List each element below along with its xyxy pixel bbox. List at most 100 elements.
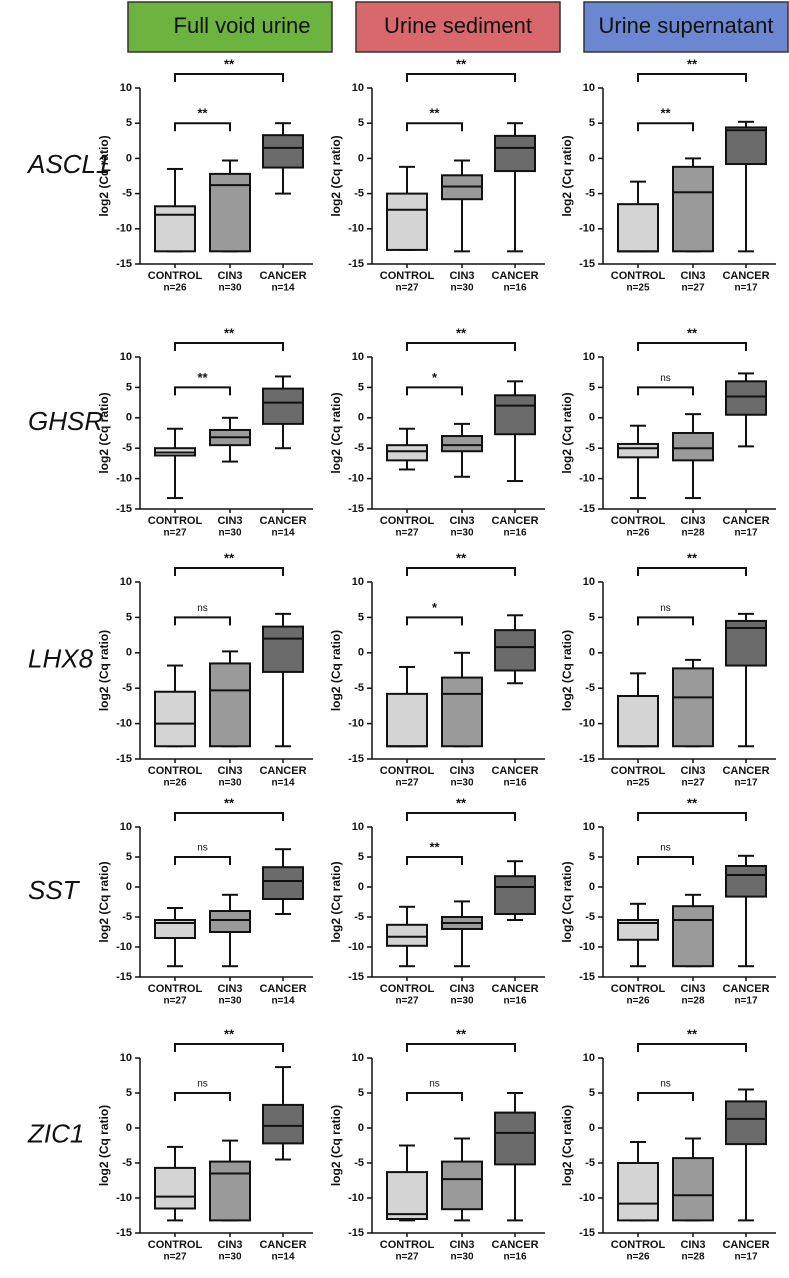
n-label: n=17 xyxy=(734,1252,758,1263)
n-label: n=28 xyxy=(681,528,705,539)
x-tick-label: CONTROL xyxy=(611,270,666,282)
box xyxy=(494,394,536,436)
box xyxy=(262,134,304,169)
sig-label: ns xyxy=(197,843,208,854)
sig-label: ** xyxy=(456,325,467,340)
n-label: n=30 xyxy=(450,1252,474,1263)
y-tick-label: 10 xyxy=(352,576,364,588)
x-tick-label: CANCER xyxy=(259,983,306,995)
y-tick-label: 5 xyxy=(126,117,132,129)
y-tick-label: 0 xyxy=(358,152,364,164)
y-tick-label: -10 xyxy=(348,1192,364,1204)
y-tick-label: -10 xyxy=(579,223,595,235)
sig-label: ** xyxy=(687,550,698,565)
y-tick-label: 5 xyxy=(589,851,595,863)
sig-bracket xyxy=(174,812,284,821)
sig-bracket xyxy=(406,342,516,351)
x-tick-label: CANCER xyxy=(722,515,769,527)
sig-bracket xyxy=(406,1043,516,1052)
x-tick-label: CIN3 xyxy=(680,515,705,527)
x-tick-label: CIN3 xyxy=(449,1239,474,1251)
y-tick-label: -15 xyxy=(348,753,364,765)
sig-bracket xyxy=(406,812,516,821)
y-tick-label: -5 xyxy=(122,188,132,200)
sig-label: ** xyxy=(456,1026,467,1041)
x-tick-label: CONTROL xyxy=(380,270,435,282)
sig-label: ** xyxy=(456,795,467,810)
y-tick-label: -15 xyxy=(579,1227,595,1239)
sig-label: ** xyxy=(197,370,208,385)
y-tick-label: -5 xyxy=(354,911,364,923)
y-tick-label: -15 xyxy=(116,971,132,983)
sig-bracket xyxy=(637,342,747,351)
header-box xyxy=(583,1,789,53)
x-tick-label: CANCER xyxy=(491,983,538,995)
y-tick-label: 0 xyxy=(126,152,132,164)
y-tick-label: 10 xyxy=(352,351,364,363)
x-tick-label: CONTROL xyxy=(611,515,666,527)
sig-label: ** xyxy=(687,1026,698,1041)
x-tick-label: CANCER xyxy=(491,270,538,282)
sig-bracket xyxy=(174,122,231,132)
y-tick-label: 0 xyxy=(358,647,364,659)
y-axis-label: log2 (Cq ratio) xyxy=(329,630,343,711)
box xyxy=(617,694,659,748)
n-label: n=26 xyxy=(163,778,187,789)
box xyxy=(386,692,428,748)
n-label: n=17 xyxy=(734,283,758,294)
y-tick-label: 0 xyxy=(358,412,364,424)
n-label: n=16 xyxy=(503,283,527,294)
y-axis-label: log2 (Cq ratio) xyxy=(329,135,343,216)
sig-label: ** xyxy=(224,56,235,71)
x-tick-label: CANCER xyxy=(722,983,769,995)
y-tick-label: 0 xyxy=(126,1122,132,1134)
y-tick-label: -10 xyxy=(579,473,595,485)
box xyxy=(617,203,659,253)
y-tick-label: 5 xyxy=(358,611,364,623)
y-tick-label: -15 xyxy=(579,258,595,270)
y-tick-label: -15 xyxy=(579,753,595,765)
n-label: n=16 xyxy=(503,528,527,539)
x-tick-label: CIN3 xyxy=(449,515,474,527)
n-label: n=27 xyxy=(163,528,187,539)
sig-bracket xyxy=(174,342,284,351)
n-label: n=27 xyxy=(395,1252,419,1263)
header-box xyxy=(355,1,561,53)
y-tick-label: -5 xyxy=(585,911,595,923)
sig-label: ** xyxy=(224,325,235,340)
y-tick-label: -5 xyxy=(354,682,364,694)
x-tick-label: CIN3 xyxy=(217,983,242,995)
sig-label: ** xyxy=(456,56,467,71)
y-axis-label: log2 (Cq ratio) xyxy=(560,861,574,942)
x-tick-label: CANCER xyxy=(259,765,306,777)
box xyxy=(494,1111,536,1166)
y-tick-label: 5 xyxy=(126,611,132,623)
box xyxy=(672,165,714,253)
y-tick-label: -15 xyxy=(348,503,364,515)
n-label: n=30 xyxy=(450,283,474,294)
y-axis-label: log2 (Cq ratio) xyxy=(560,1105,574,1186)
y-tick-label: -10 xyxy=(348,718,364,730)
y-tick-label: -10 xyxy=(348,223,364,235)
n-label: n=26 xyxy=(626,1252,650,1263)
x-tick-label: CIN3 xyxy=(680,765,705,777)
n-label: n=14 xyxy=(271,283,295,294)
box xyxy=(494,875,536,916)
n-label: n=27 xyxy=(163,1252,187,1263)
sig-label: ** xyxy=(687,56,698,71)
sig-bracket xyxy=(174,856,231,865)
y-axis-label: log2 (Cq ratio) xyxy=(97,392,111,473)
sig-bracket xyxy=(637,812,747,821)
n-label: n=25 xyxy=(626,283,650,294)
sig-label: * xyxy=(432,370,438,385)
box xyxy=(725,1100,767,1146)
x-tick-label: CANCER xyxy=(259,515,306,527)
x-tick-label: CONTROL xyxy=(380,515,435,527)
box xyxy=(386,192,428,251)
sig-bracket xyxy=(406,73,516,82)
y-tick-label: 5 xyxy=(358,851,364,863)
box xyxy=(441,676,483,748)
sig-bracket xyxy=(637,1092,694,1101)
y-tick-label: 5 xyxy=(358,1087,364,1099)
x-tick-label: CANCER xyxy=(722,1239,769,1251)
